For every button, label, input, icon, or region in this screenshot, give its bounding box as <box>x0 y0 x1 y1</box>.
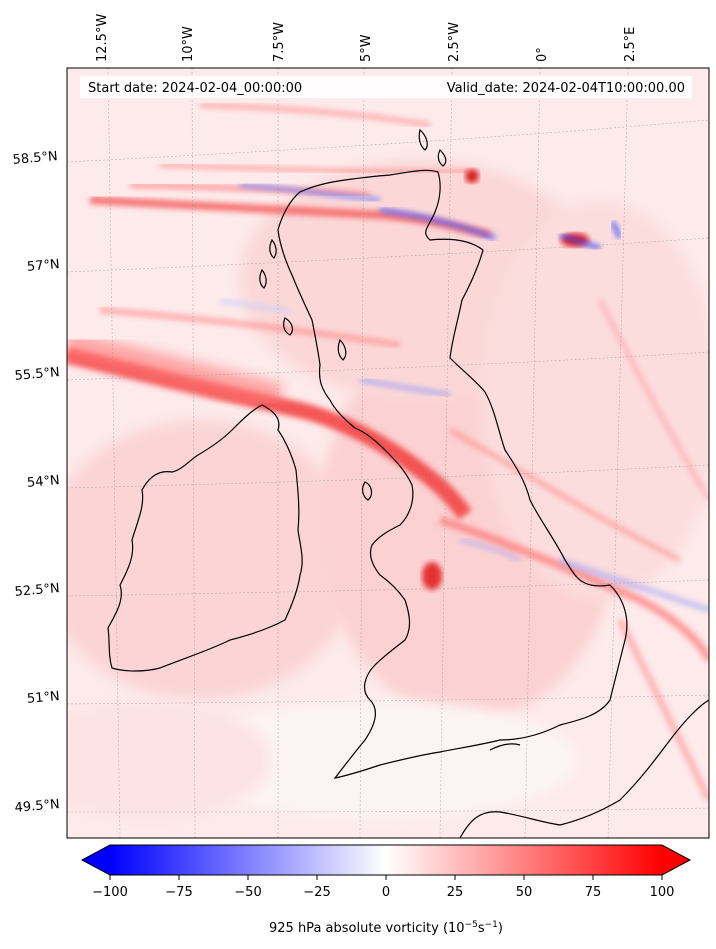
lon-label-12-5w: 12.5°W <box>95 14 110 62</box>
valid-date-label: Valid_date: 2024-02-04T10:00:00.00 <box>447 81 685 96</box>
colorbar-min-extend <box>82 845 110 875</box>
lon-label-10w: 10°W <box>181 26 196 62</box>
lat-label-49-5n: 49.5°N <box>14 797 60 816</box>
start-date-label: Start date: 2024-02-04_00:00:00 <box>88 81 302 96</box>
lon-label-0: 0° <box>535 47 550 62</box>
colorbar-tick-label: 75 <box>585 885 602 900</box>
colorbar-tick-label: −100 <box>92 885 128 900</box>
lon-label-2-5e: 2.5°E <box>623 27 638 62</box>
lon-label-7-5w: 7.5°W <box>272 22 287 62</box>
colorbar-tick-label: −75 <box>165 885 192 900</box>
colorbar-ticks: −100 −75 −50 −25 0 25 50 75 100 <box>92 875 674 900</box>
longitude-labels: 12.5°W 10°W 7.5°W 5°W 2.5°W 0° 2.5°E <box>95 14 638 62</box>
lat-label-57n: 57°N <box>26 257 60 275</box>
lon-label-2-5w: 2.5°W <box>447 22 462 62</box>
info-box: Start date: 2024-02-04_00:00:00 Valid_da… <box>80 76 692 98</box>
colorbar-max-extend <box>662 845 690 875</box>
ireland-coastline <box>107 404 303 672</box>
colorbar-tick-label: 50 <box>516 885 533 900</box>
lat-label-55-5n: 55.5°N <box>14 365 60 384</box>
lat-label-51n: 51°N <box>26 689 60 707</box>
colorbar-gradient <box>110 845 662 875</box>
map-plot-area <box>67 68 709 838</box>
colorbar-tick-label: −50 <box>234 885 261 900</box>
map-gridlines <box>67 68 709 838</box>
map-frame-border <box>66 67 710 839</box>
lat-label-52-5n: 52.5°N <box>14 581 60 600</box>
colorbar: −100 −75 −50 −25 0 25 50 75 100 925 hPa absolute… <box>80 844 692 936</box>
colorbar-tick-label: −25 <box>303 885 330 900</box>
coastlines <box>107 128 709 838</box>
lat-label-58-5n: 58.5°N <box>12 149 58 168</box>
lon-label-5w: 5°W <box>359 34 374 62</box>
colorbar-tick-label: 100 <box>650 885 675 900</box>
britain-coastline <box>277 169 628 779</box>
vorticity-field <box>67 102 709 820</box>
colorbar-tick-label: 0 <box>382 885 390 900</box>
france-coastline <box>459 699 709 838</box>
colorbar-tick-label: 25 <box>447 885 464 900</box>
colorbar-label: 925 hPa absolute vorticity (10−5s−1) <box>269 920 503 936</box>
lat-label-54n: 54°N <box>26 473 60 491</box>
latitude-labels: 58.5°N 57°N 55.5°N 54°N 52.5°N 51°N 49.5… <box>12 149 60 816</box>
